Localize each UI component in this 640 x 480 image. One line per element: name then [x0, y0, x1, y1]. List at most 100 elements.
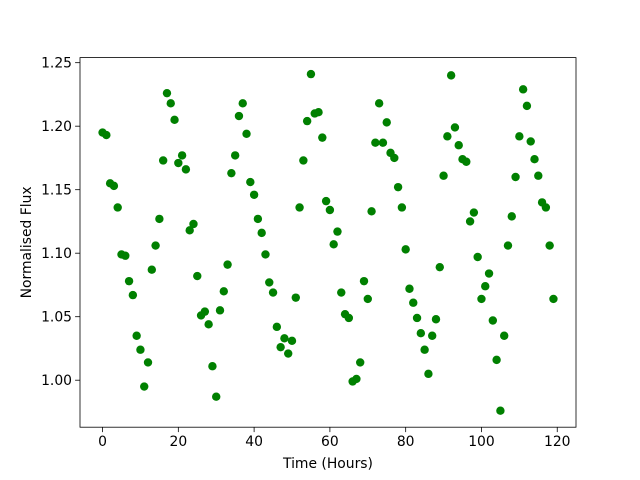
point — [314, 108, 323, 117]
point — [272, 322, 282, 332]
point — [363, 294, 372, 304]
point — [420, 345, 429, 354]
point — [397, 203, 407, 212]
point — [166, 99, 175, 108]
point — [359, 276, 369, 286]
point — [242, 129, 251, 139]
point — [435, 262, 444, 272]
point — [200, 307, 210, 316]
point — [284, 349, 293, 358]
point — [329, 240, 338, 249]
point — [181, 165, 191, 174]
point — [439, 171, 448, 180]
point — [189, 219, 198, 229]
point — [454, 141, 463, 150]
point — [344, 313, 354, 323]
point — [121, 251, 130, 260]
point — [306, 69, 316, 79]
point — [143, 358, 153, 367]
point — [219, 287, 228, 296]
x-axis-label: Time (Hours) — [282, 456, 373, 472]
point — [234, 111, 244, 121]
point — [109, 181, 119, 191]
point — [431, 315, 441, 324]
point — [473, 252, 482, 262]
point — [223, 260, 232, 269]
point — [443, 132, 452, 141]
plot-frame — [79, 57, 577, 428]
point — [318, 133, 327, 142]
point — [291, 293, 300, 302]
point — [545, 241, 554, 250]
point — [477, 294, 486, 304]
point — [511, 172, 520, 182]
point — [151, 241, 160, 250]
point — [450, 123, 460, 132]
point — [136, 345, 145, 354]
point — [204, 320, 213, 329]
point — [265, 278, 274, 287]
point — [499, 331, 509, 340]
point — [541, 203, 551, 212]
point — [249, 190, 259, 199]
point — [132, 331, 141, 340]
y-tick-label: 1.10 — [41, 246, 72, 262]
point — [374, 99, 384, 108]
point — [102, 130, 111, 140]
point — [177, 151, 187, 160]
point — [446, 71, 456, 80]
point — [215, 306, 225, 315]
point — [128, 290, 138, 300]
point — [302, 116, 312, 126]
y-tick-label: 1.00 — [41, 373, 72, 389]
point — [416, 329, 426, 338]
point — [162, 88, 172, 98]
point — [526, 137, 535, 146]
point — [333, 227, 342, 236]
x-tick-label: 0 — [98, 434, 107, 450]
point — [147, 265, 157, 274]
point — [382, 118, 391, 127]
point — [401, 245, 410, 254]
point — [261, 250, 270, 259]
point — [465, 217, 475, 226]
point — [337, 288, 346, 297]
x-tick-label: 60 — [321, 434, 339, 450]
point — [481, 282, 490, 291]
point — [367, 207, 376, 216]
point — [230, 151, 240, 160]
x-tick-label: 80 — [397, 434, 415, 450]
x-tick-label: 100 — [468, 434, 495, 450]
point — [412, 313, 422, 323]
point — [287, 336, 297, 346]
point — [185, 226, 194, 235]
point — [212, 392, 221, 401]
point — [325, 205, 335, 215]
point — [238, 99, 247, 108]
point — [113, 203, 122, 212]
point — [253, 214, 263, 224]
point — [488, 316, 498, 325]
point — [496, 406, 505, 415]
point — [549, 294, 558, 304]
point — [124, 276, 134, 286]
point — [492, 355, 501, 365]
point — [530, 155, 539, 164]
y-tick-label: 1.20 — [41, 119, 72, 135]
point — [246, 177, 255, 187]
point — [295, 203, 304, 212]
point — [140, 382, 149, 391]
point — [428, 331, 437, 340]
point — [170, 115, 179, 125]
y-tick-label: 1.05 — [41, 310, 72, 326]
x-tick-label: 120 — [544, 434, 571, 450]
point — [299, 156, 308, 165]
point — [390, 153, 399, 163]
point — [515, 132, 524, 141]
point — [268, 288, 278, 297]
point — [158, 156, 168, 165]
point — [208, 362, 217, 371]
point — [257, 228, 266, 238]
